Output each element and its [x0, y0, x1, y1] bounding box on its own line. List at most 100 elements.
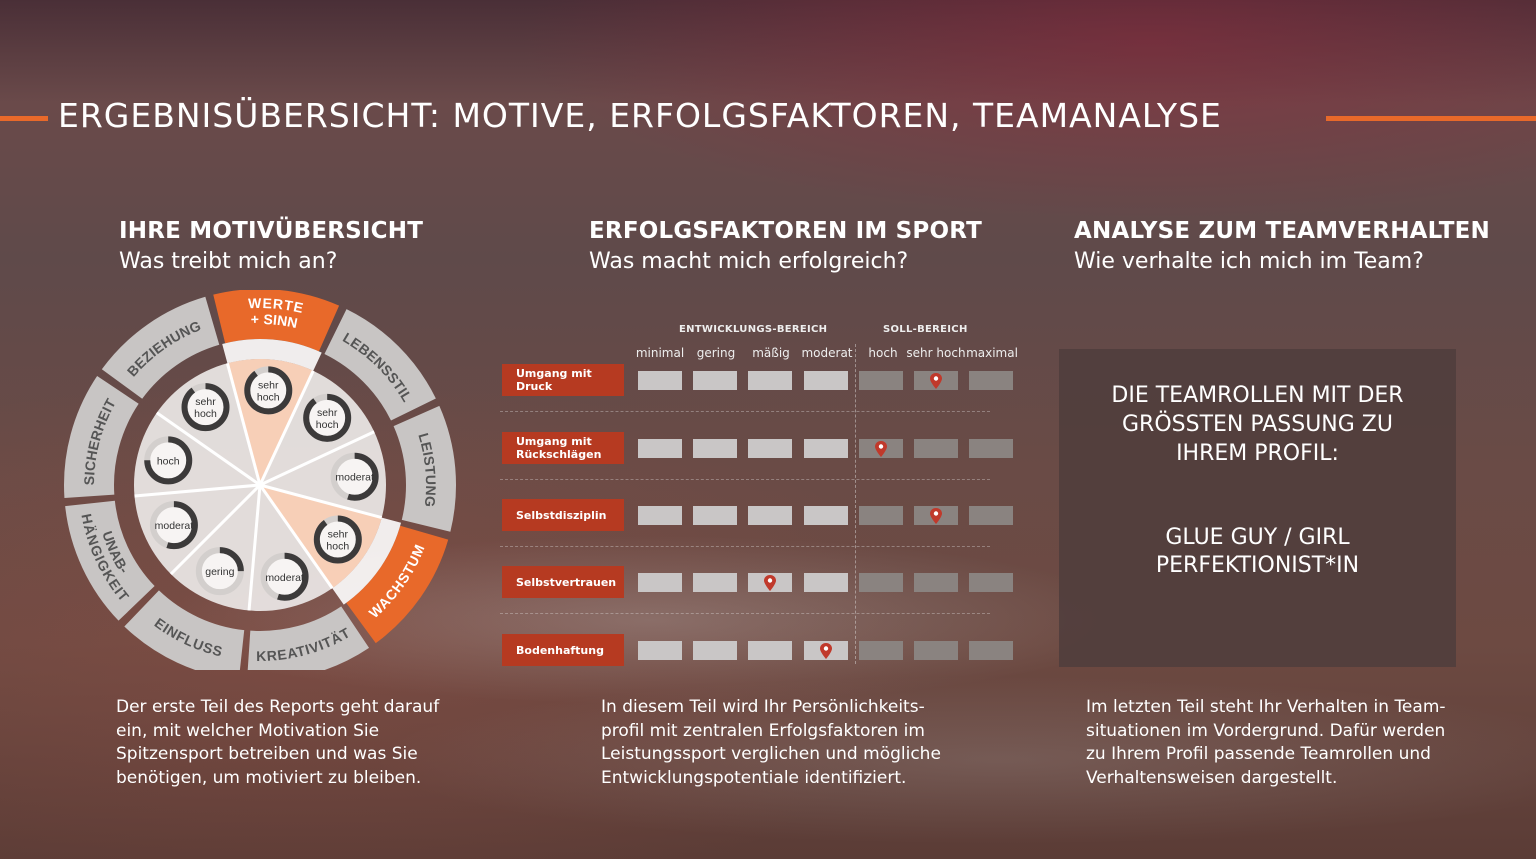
wheel-segment-2	[101, 296, 220, 399]
factor-cell	[914, 573, 958, 592]
factor-cell	[693, 506, 737, 525]
location-pin-icon	[764, 575, 776, 591]
wheel-segment-3	[213, 290, 340, 352]
wheel-gauge-text-7-1: moderat	[265, 572, 304, 584]
factor-cell	[914, 439, 958, 458]
factor-cell	[638, 439, 682, 458]
factor-cell	[969, 641, 1013, 660]
motive-subheading: Was treibt mich an?	[119, 249, 338, 274]
row-divider	[500, 613, 990, 614]
wheel-gauge-fill-6	[313, 515, 362, 564]
factors-description: In diesem Teil wird Ihr Persönlichkeits-…	[601, 697, 941, 788]
wheel-spoke-7	[258, 484, 334, 590]
wheel-gauge-text-9-1: moderat	[155, 520, 194, 532]
wheel-spoke-4	[258, 370, 315, 486]
wheel-gauge-fill-1	[144, 436, 193, 485]
factor-label: Umgang mit Rückschlägen	[502, 432, 624, 464]
factor-cell	[638, 573, 682, 592]
group-target-label: SOLL-BEREICH	[883, 324, 968, 335]
factor-cell	[693, 371, 737, 390]
factor-label: Selbstdisziplin	[502, 499, 624, 531]
motive-heading: IHRE MOTIVÜBERSICHT	[119, 218, 424, 244]
wheel-segment-1	[64, 375, 139, 498]
wheel-spoke-1	[134, 483, 261, 498]
location-pin-icon	[875, 441, 887, 457]
wheel-segment-6	[346, 525, 449, 644]
wheel-gauge-text-3-1: sehr	[258, 379, 279, 391]
wheel-gauge-fill-8	[195, 547, 244, 596]
wheel-gauge-fill-4	[303, 393, 352, 442]
factors-header: ERFOLGSFAKTOREN IM SPORT Was macht mich …	[589, 218, 982, 274]
wheel-spoke-3	[225, 362, 262, 486]
wheel-label-3-2: + SINN	[251, 311, 300, 331]
location-pin-icon	[930, 373, 942, 389]
factor-cell	[859, 506, 903, 525]
row-divider	[500, 479, 990, 480]
team-box-title: DIE TEAMROLLEN MIT DER GRÖSSTEN PASSUNG …	[1111, 383, 1404, 466]
factor-cell	[693, 439, 737, 458]
factor-label: Bodenhaftung	[502, 634, 624, 666]
wheel-gauge-text-8-1: gering	[205, 566, 234, 578]
title-line-right	[1326, 116, 1536, 121]
factor-cell	[804, 573, 848, 592]
wheel-gauge-text-3-2: hoch	[257, 391, 280, 403]
wheel-gauge-text-4-1: sehr	[317, 407, 338, 419]
factor-cell	[804, 439, 848, 458]
wheel-gauge-fill-2	[181, 383, 230, 432]
row-divider	[500, 546, 990, 547]
team-subheading: Wie verhalte ich mich im Team?	[1074, 249, 1424, 274]
wheel-gauge-fill-9	[149, 501, 198, 550]
wheel-segment-9	[65, 500, 155, 621]
wheel-gauge-fill-7	[260, 552, 309, 601]
factor-cell	[969, 371, 1013, 390]
factor-cell	[859, 573, 903, 592]
title-bar: ERGEBNISÜBERSICHT: MOTIVE, ERFOLGSFAKTOR…	[0, 96, 1536, 140]
wheel-gauge-fill-5	[330, 452, 379, 501]
wheel-gauge-text-5-1: moderat	[335, 472, 374, 484]
motive-description: Der erste Teil des Reports geht darauf e…	[116, 697, 440, 788]
wheel-segment-5	[393, 405, 456, 532]
factor-cell	[693, 641, 737, 660]
wheel-gap-6	[332, 517, 402, 605]
wheel-gauge-text-4-2: hoch	[316, 419, 339, 431]
team-description: Im letzten Teil steht Ihr Verhalten in T…	[1086, 697, 1446, 788]
factor-cell	[638, 371, 682, 390]
factor-cell	[804, 371, 848, 390]
column-header-3: mäßig	[752, 346, 790, 360]
team-role-1: GLUE GUY / GIRL	[1165, 525, 1350, 550]
column-header-7: maximal	[966, 346, 1018, 360]
wheel-segment-4	[324, 309, 436, 421]
factor-cell	[748, 641, 792, 660]
factor-cell	[748, 371, 792, 390]
factor-cell	[748, 439, 792, 458]
team-role-2: PERFEKTIONIST*IN	[1155, 553, 1360, 578]
column-header-6: sehr hoch	[906, 346, 966, 360]
wheel-spoke-6	[259, 483, 383, 520]
location-pin-icon	[820, 643, 832, 659]
wheel-spoke-9	[169, 483, 262, 576]
factors-heading: ERFOLGSFAKTOREN IM SPORT	[589, 218, 982, 244]
row-divider	[500, 411, 990, 412]
factor-cell	[638, 641, 682, 660]
factor-cell	[693, 573, 737, 592]
factor-cell	[969, 439, 1013, 458]
column-header-5: hoch	[868, 346, 898, 360]
team-roles-box: DIE TEAMROLLEN MIT DER GRÖSSTEN PASSUNG …	[1059, 349, 1456, 667]
factor-cell	[804, 506, 848, 525]
wheel-spoke-5	[259, 430, 375, 487]
wheel-gauge-text-2-1: sehr	[195, 396, 216, 408]
factor-cell	[914, 641, 958, 660]
factors-subheading: Was macht mich erfolgreich?	[589, 249, 909, 274]
factor-cell	[748, 506, 792, 525]
page-title: ERGEBNISÜBERSICHT: MOTIVE, ERFOLGSFAKTOR…	[58, 96, 1222, 135]
wheel-gauge-text-6-1: sehr	[328, 528, 349, 540]
zone-divider	[855, 344, 856, 664]
motive-header: IHRE MOTIVÜBERSICHT Was treibt mich an?	[119, 218, 423, 274]
factor-cell	[859, 371, 903, 390]
factor-cell	[969, 506, 1013, 525]
column-header-2: gering	[696, 346, 736, 360]
wheel-gauge-text-2-2: hoch	[194, 408, 217, 420]
team-heading: ANALYSE ZUM TEAMVERHALTEN	[1074, 218, 1490, 244]
wheel-gap-3	[222, 339, 322, 371]
